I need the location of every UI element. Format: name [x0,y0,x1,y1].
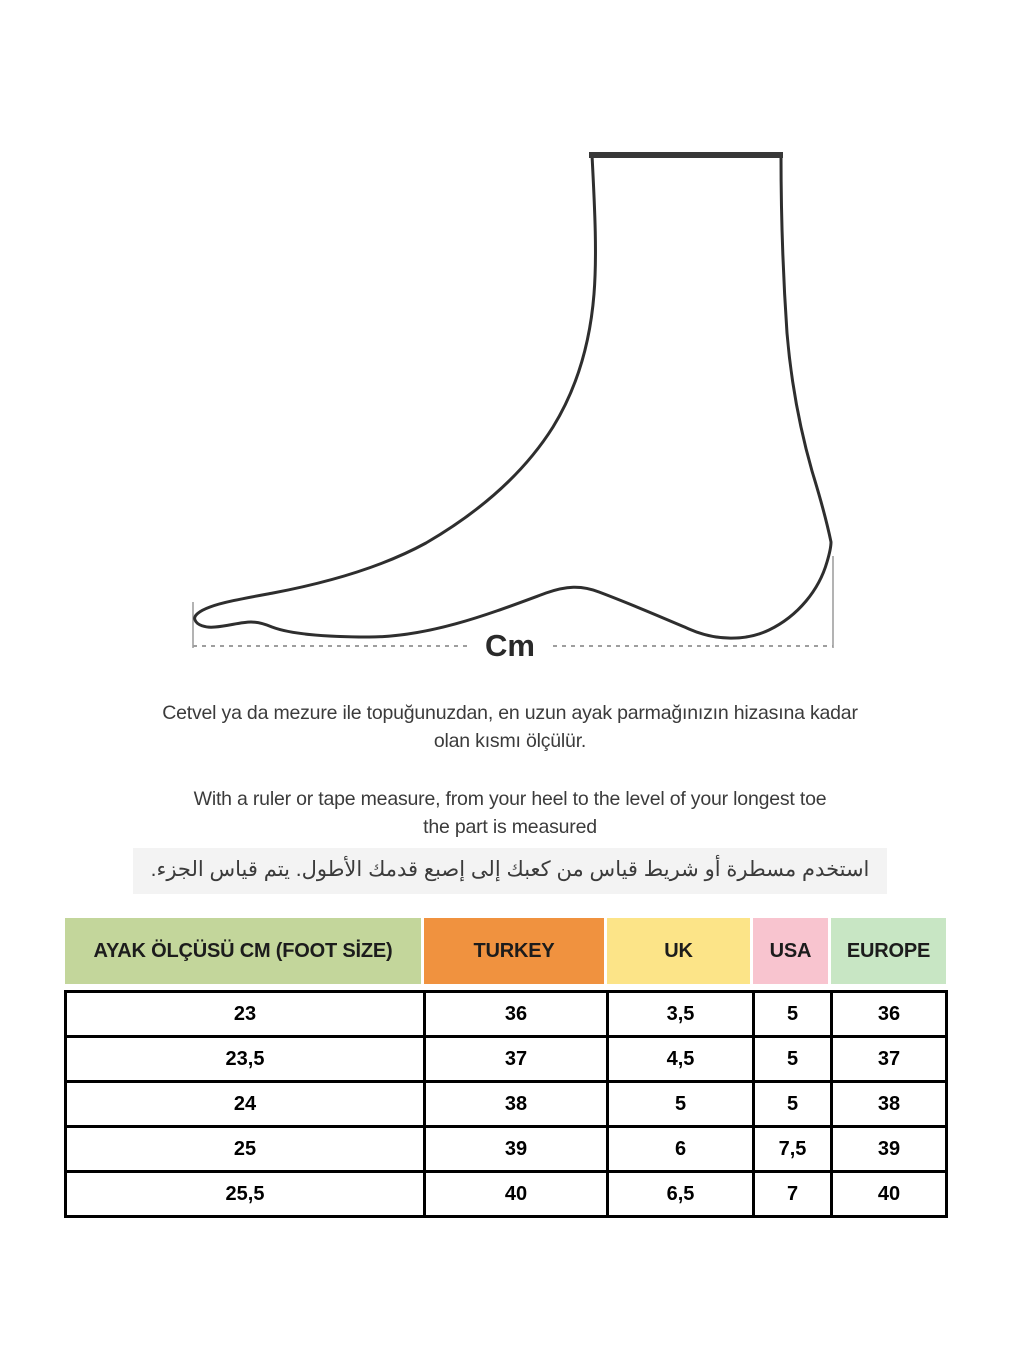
header-turkey: TURKEY [424,918,607,984]
cell-usa: 7,5 [752,1125,833,1173]
foot-outline-drawing [193,153,833,640]
cell-uk: 3,5 [606,990,755,1038]
cell-europe: 36 [830,990,948,1038]
instruction-english: With a ruler or tape measure, from your … [0,785,1020,841]
cell-europe: 38 [830,1080,948,1128]
table-row: 23,5 37 4,5 5 37 [64,1035,948,1083]
cell-foot-size: 23,5 [64,1035,426,1083]
instruction-english-line2: the part is measured [423,816,597,838]
cell-europe: 39 [830,1125,948,1173]
header-uk: UK [607,918,753,984]
header-foot-size-cm: AYAK ÖLÇÜSÜ CM (FOOT SİZE) [65,918,424,984]
size-conversion-table: 23 36 3,5 5 36 23,5 37 4,5 5 37 24 38 5 … [64,990,948,1218]
cell-usa: 5 [752,990,833,1038]
table-row: 25,5 40 6,5 7 40 [64,1170,948,1218]
cell-europe: 37 [830,1035,948,1083]
cell-foot-size: 25,5 [64,1170,426,1218]
cell-foot-size: 25 [64,1125,426,1173]
cell-uk: 6,5 [606,1170,755,1218]
header-usa: USA [753,918,831,984]
table-row: 23 36 3,5 5 36 [64,990,948,1038]
table-row: 24 38 5 5 38 [64,1080,948,1128]
header-europe: EUROPE [831,918,946,984]
cell-europe: 40 [830,1170,948,1218]
table-row: 25 39 6 7,5 39 [64,1125,948,1173]
cell-foot-size: 24 [64,1080,426,1128]
instruction-turkish-line2: olan kısmı ölçülür. [433,730,587,752]
cell-turkey: 37 [423,1035,609,1083]
instruction-turkish: Cetvel ya da mezure ile topuğunuzdan, en… [0,699,1020,755]
cell-usa: 7 [752,1170,833,1218]
foot-measure-diagram [192,152,834,648]
cell-usa: 5 [752,1035,833,1083]
instruction-english-line1: With a ruler or tape measure, from your … [193,788,827,810]
instruction-arabic: استخدم مسطرة أو شريط قياس من كعبك إلى إص… [0,848,1020,894]
cell-usa: 5 [752,1080,833,1128]
cm-unit-label: Cm [470,628,550,664]
cell-turkey: 40 [423,1170,609,1218]
cell-turkey: 38 [423,1080,609,1128]
instruction-turkish-line1: Cetvel ya da mezure ile topuğunuzdan, en… [162,702,858,724]
cell-uk: 6 [606,1125,755,1173]
cell-uk: 5 [606,1080,755,1128]
size-table-header-row: AYAK ÖLÇÜSÜ CM (FOOT SİZE) TURKEY UK USA… [65,918,946,984]
instruction-arabic-text: استخدم مسطرة أو شريط قياس من كعبك إلى إص… [132,848,888,894]
cell-turkey: 36 [423,990,609,1038]
cell-foot-size: 23 [64,990,426,1038]
cell-uk: 4,5 [606,1035,755,1083]
cell-turkey: 39 [423,1125,609,1173]
